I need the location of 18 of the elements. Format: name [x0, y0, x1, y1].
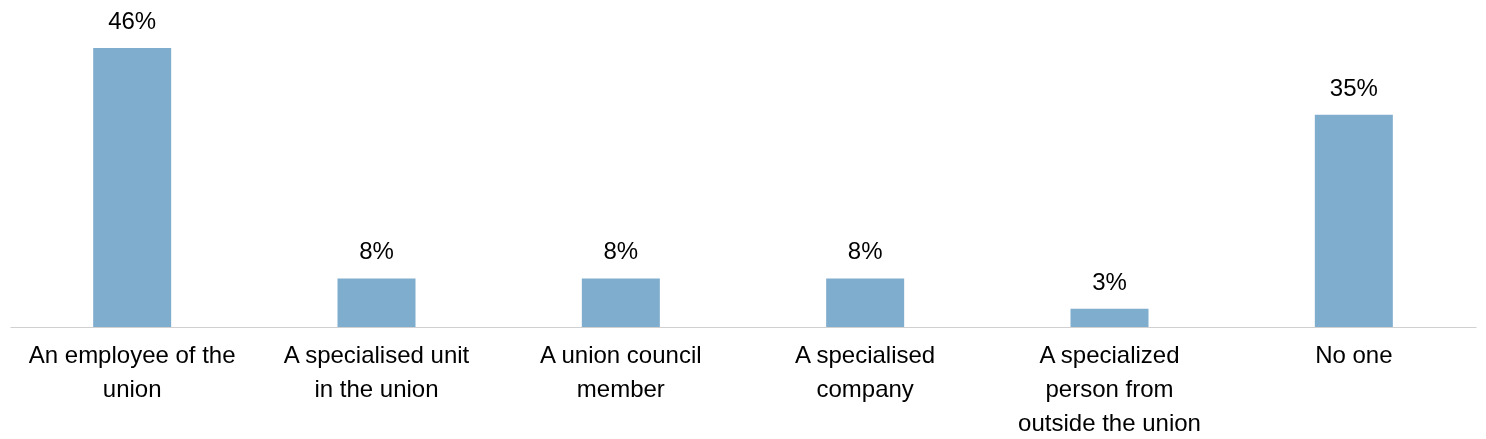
- bar: [1314, 114, 1393, 327]
- x-tick-label: A specialized person from outside the union: [1018, 340, 1201, 436]
- data-label: 8%: [603, 237, 639, 265]
- data-label: 35%: [1329, 73, 1378, 101]
- x-tick-label: A specialised unit in the union: [283, 340, 470, 402]
- data-label: 46%: [108, 7, 157, 34]
- data-label: 8%: [847, 237, 883, 265]
- bar: [581, 278, 660, 327]
- data-label: 8%: [359, 237, 394, 265]
- x-tick-label: A union council member: [540, 340, 702, 402]
- x-tick-label: No one: [1315, 340, 1393, 368]
- bar: [93, 48, 172, 327]
- bar: [826, 278, 905, 327]
- bar: [337, 278, 416, 327]
- x-tick-label: An employee of the union: [28, 340, 236, 402]
- x-tick-label: A specialised company: [795, 340, 936, 402]
- data-label: 3%: [1092, 267, 1127, 295]
- bar: [1070, 308, 1149, 327]
